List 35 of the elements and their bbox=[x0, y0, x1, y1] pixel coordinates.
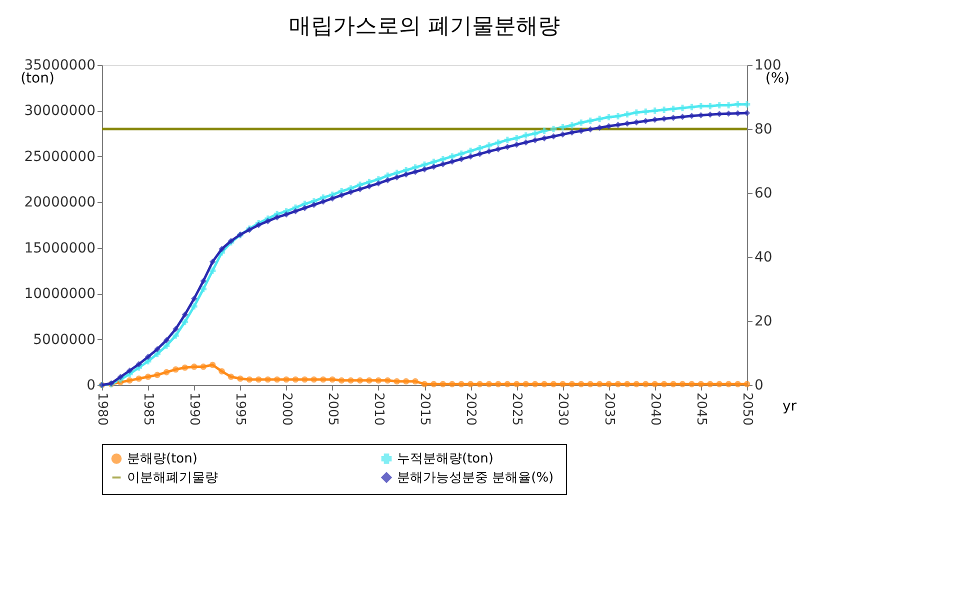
y-tick-label: 0 bbox=[86, 378, 96, 394]
y-tick-label: 10000000 bbox=[24, 286, 96, 302]
x-tick-label: 2035 bbox=[601, 392, 616, 426]
y2-tick-label: 40 bbox=[754, 250, 772, 266]
y-tick-label: 5000000 bbox=[33, 332, 96, 348]
legend-label: 분해가능성분중 분해율(%) bbox=[397, 470, 554, 486]
y2-tick-label: 80 bbox=[754, 122, 772, 138]
x-tick-label: 2015 bbox=[417, 392, 432, 426]
y2-tick-label: 0 bbox=[754, 378, 764, 394]
x-tick-label: 2005 bbox=[324, 392, 340, 426]
legend-label: 이분해폐기물량 bbox=[127, 470, 218, 486]
x-tick-label: 2030 bbox=[555, 392, 570, 426]
x-tick-label: 2045 bbox=[693, 392, 708, 426]
x-tick-label: 1990 bbox=[186, 392, 202, 426]
x-tick-label: 1985 bbox=[140, 392, 156, 426]
legend-label: 분해량(ton) bbox=[127, 452, 198, 467]
y-tick-label: 25000000 bbox=[24, 148, 96, 165]
chart-title: 매립가스로의 폐기물분해량 bbox=[289, 14, 560, 39]
x-axis-title: yr bbox=[782, 398, 797, 414]
y2-tick-label: 60 bbox=[754, 186, 772, 202]
x-tick-label: 1980 bbox=[94, 392, 110, 426]
x-tick-label: 2020 bbox=[463, 392, 478, 426]
x-tick-label: 2010 bbox=[370, 392, 386, 426]
y2-tick-label: 20 bbox=[754, 314, 772, 330]
y-tick-label: 20000000 bbox=[24, 194, 96, 211]
x-tick-label: 1995 bbox=[232, 392, 248, 426]
x-tick-label: 2025 bbox=[509, 392, 524, 426]
y2-axis-title: (%) bbox=[765, 70, 790, 86]
legend-label: 누적분해량(ton) bbox=[397, 452, 494, 467]
x-tick-label: 2000 bbox=[278, 392, 294, 426]
x-tick-label: 2040 bbox=[647, 392, 662, 426]
y-tick-label: 15000000 bbox=[24, 240, 96, 256]
y-axis-title: (ton) bbox=[20, 70, 54, 86]
x-tick-label: 2050 bbox=[740, 392, 754, 426]
y-tick-label: 30000000 bbox=[24, 103, 96, 120]
